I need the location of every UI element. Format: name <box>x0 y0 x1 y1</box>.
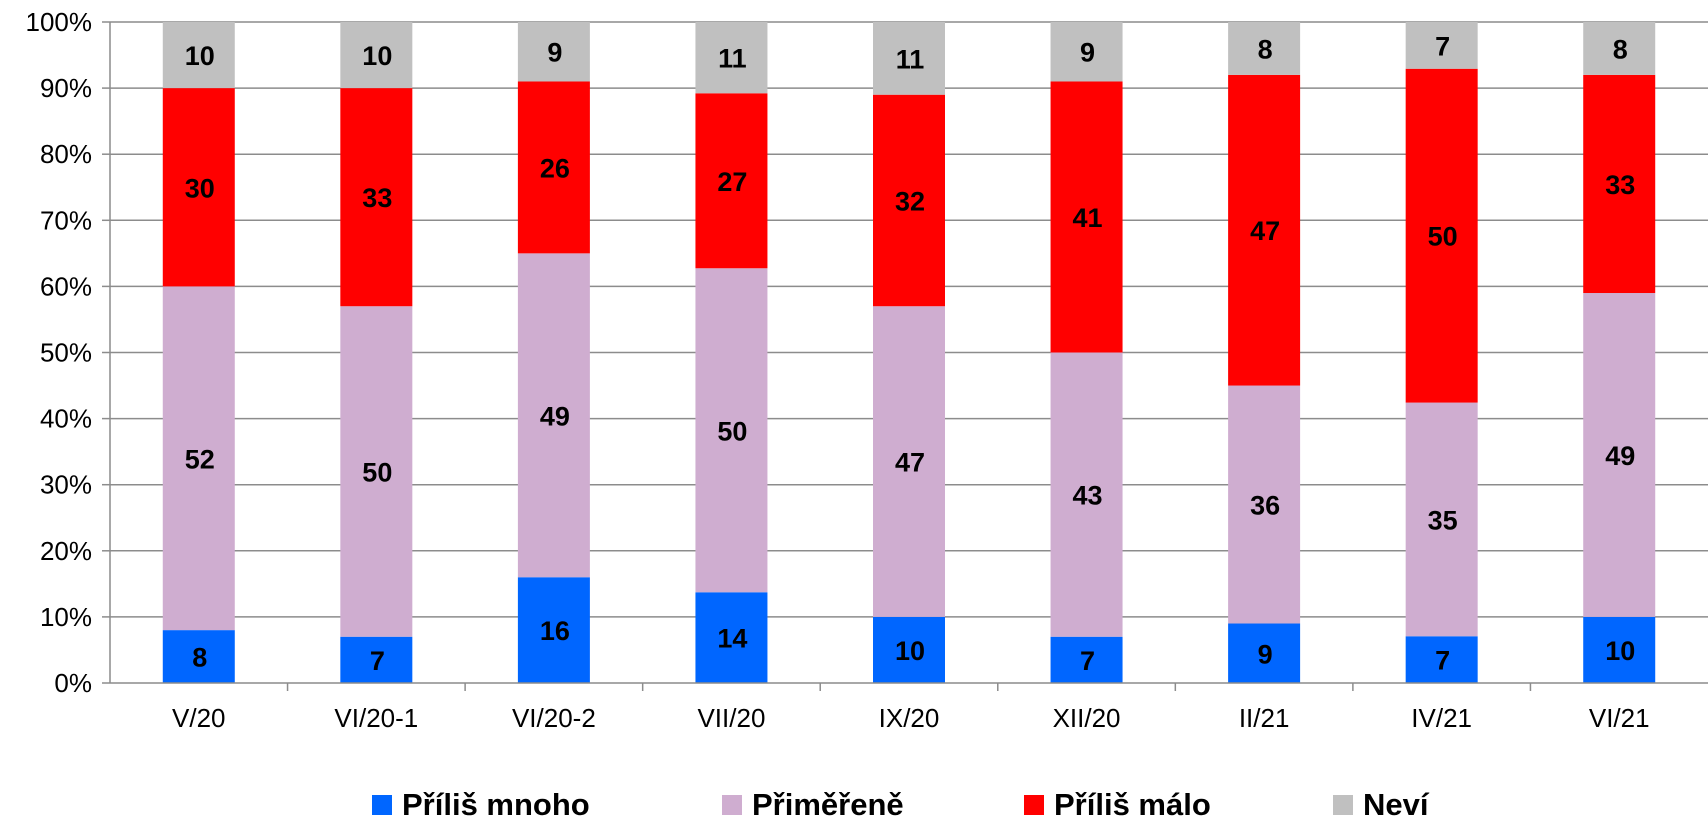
y-tick-label: 40% <box>40 404 92 434</box>
data-label: 8 <box>1613 34 1628 64</box>
data-label: 50 <box>362 457 392 487</box>
data-label: 7 <box>1435 31 1450 61</box>
data-label: 10 <box>362 41 392 71</box>
data-label: 49 <box>540 401 570 431</box>
y-tick-label: 10% <box>40 602 92 632</box>
data-label: 7 <box>1080 646 1095 676</box>
x-tick-label: II/21 <box>1239 703 1290 733</box>
data-label: 27 <box>717 167 747 197</box>
data-label: 35 <box>1428 505 1458 535</box>
y-tick-label: 50% <box>40 338 92 368</box>
data-label: 10 <box>1605 636 1635 666</box>
data-label: 7 <box>370 646 385 676</box>
x-tick-label: VI/21 <box>1589 703 1650 733</box>
data-label: 14 <box>717 624 747 654</box>
y-tick-label: 20% <box>40 536 92 566</box>
data-label: 8 <box>192 643 207 673</box>
legend-swatch <box>722 795 742 815</box>
legend-swatch <box>1333 795 1353 815</box>
data-label: 9 <box>1080 38 1095 68</box>
data-label: 7 <box>1435 646 1450 676</box>
y-tick-label: 70% <box>40 205 92 235</box>
x-tick-label: XII/20 <box>1053 703 1121 733</box>
data-label: 47 <box>895 448 925 478</box>
data-label: 50 <box>1428 222 1458 252</box>
data-label: 26 <box>540 153 570 183</box>
y-tick-label: 30% <box>40 470 92 500</box>
data-label: 41 <box>1073 203 1103 233</box>
y-tick-label: 90% <box>40 73 92 103</box>
data-label: 32 <box>895 186 925 216</box>
data-label: 52 <box>185 444 215 474</box>
data-label: 33 <box>362 183 392 213</box>
bars <box>163 22 1655 683</box>
legend-label: Přiměřeně <box>752 787 904 820</box>
data-label: 11 <box>718 44 747 74</box>
legend-label: Příliš mnoho <box>402 787 590 820</box>
data-label: 36 <box>1250 491 1280 521</box>
data-label: 10 <box>895 636 925 666</box>
data-label: 10 <box>185 41 215 71</box>
data-label: 9 <box>547 38 562 68</box>
data-label: 9 <box>1258 639 1273 669</box>
x-tick-label: VI/20-2 <box>512 703 596 733</box>
y-tick-label: 80% <box>40 139 92 169</box>
y-tick-label: 100% <box>26 7 93 37</box>
legend-label: Neví <box>1363 787 1430 820</box>
x-tick-label: IX/20 <box>879 703 940 733</box>
legend-swatch <box>1024 795 1044 815</box>
x-tick-label: V/20 <box>172 703 226 733</box>
legend-swatch <box>372 795 392 815</box>
data-label: 43 <box>1073 481 1103 511</box>
data-label: 50 <box>717 416 747 446</box>
data-label: 11 <box>896 44 925 74</box>
data-label: 33 <box>1605 170 1635 200</box>
data-label: 8 <box>1258 34 1273 64</box>
data-label: 16 <box>540 616 570 646</box>
data-label: 47 <box>1250 216 1280 246</box>
legend: Příliš mnoho Přiměřeně Příliš málo Neví <box>372 787 1430 820</box>
x-tick-label: VI/20-1 <box>334 703 418 733</box>
y-tick-label: 0% <box>54 668 92 698</box>
y-tick-label: 60% <box>40 271 92 301</box>
legend-label: Příliš málo <box>1054 787 1211 820</box>
data-label: 49 <box>1605 441 1635 471</box>
x-tick-label: IV/21 <box>1411 703 1472 733</box>
x-tick-label: VII/20 <box>697 703 765 733</box>
data-label: 30 <box>185 173 215 203</box>
